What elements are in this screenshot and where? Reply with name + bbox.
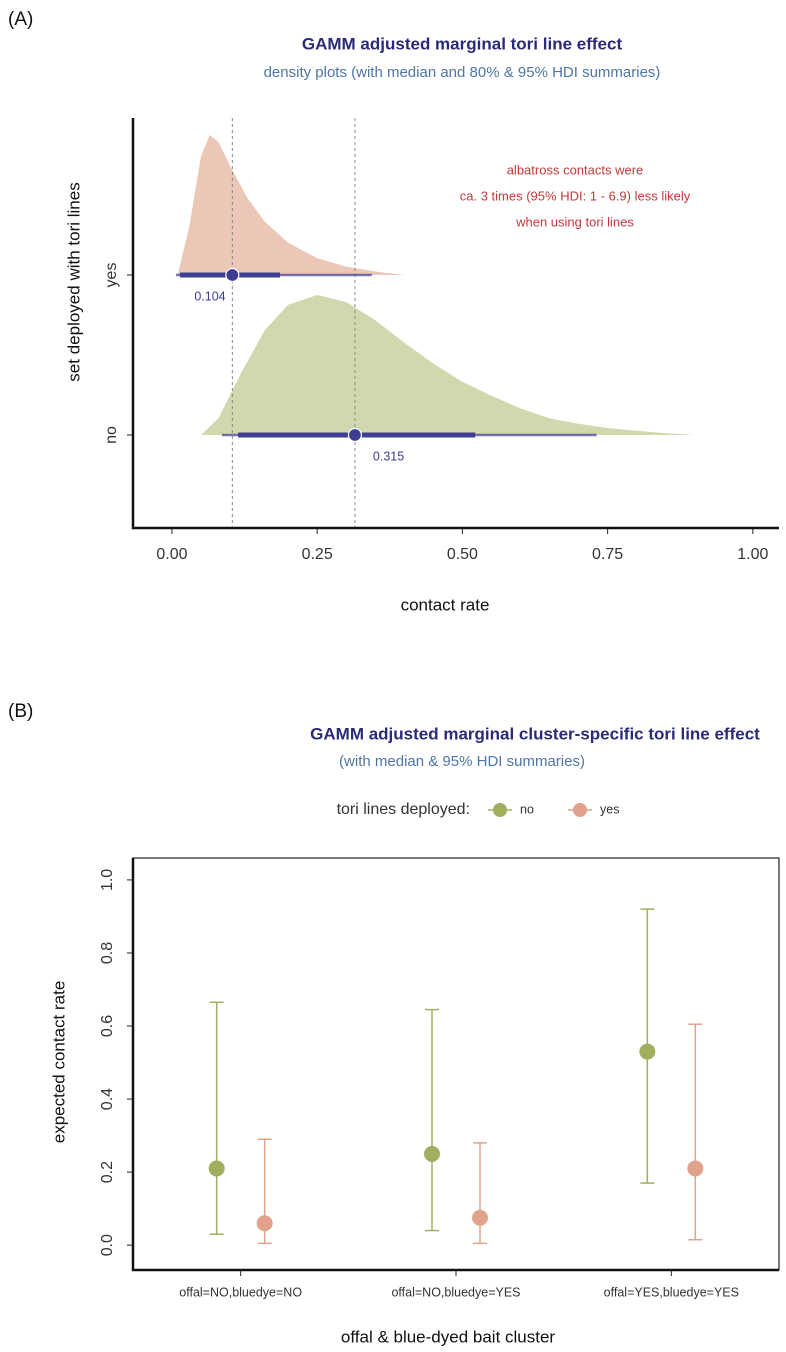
y-tick-label: 0.0	[99, 1234, 116, 1256]
y-tick-label: 0.8	[99, 942, 116, 964]
axis-spines	[131, 118, 779, 530]
legend-marker	[573, 803, 587, 817]
x-tick-label: 0.50	[447, 546, 478, 563]
y-tick-label: no	[103, 426, 120, 444]
legend-marker	[493, 803, 507, 817]
y-tick-label: 0.4	[99, 1088, 116, 1110]
annotation: when using tori lines	[515, 214, 634, 229]
y-axis-title: set deployed with tori lines	[64, 182, 83, 381]
median-label: 0.315	[373, 449, 404, 463]
point	[208, 1160, 225, 1177]
legend-label: no	[520, 802, 534, 816]
median-point	[347, 427, 363, 443]
y-tick-label: 1.0	[99, 869, 116, 891]
x-tick-label: offal=YES,bluedye=YES	[604, 1285, 739, 1299]
panel-label: (B)	[8, 701, 33, 722]
chart-subtitle: (with median & 95% HDI summaries)	[339, 753, 585, 770]
chart-title: GAMM adjusted marginal tori line effect	[302, 34, 623, 53]
x-tick-label: offal=NO,bluedye=NO	[179, 1285, 302, 1299]
point	[472, 1209, 488, 1226]
x-tick-label: offal=NO,bluedye=YES	[391, 1285, 520, 1299]
x-axis-title: contact rate	[401, 595, 490, 614]
y-tick-label: 0.6	[99, 1015, 116, 1037]
x-tick-label: 1.00	[737, 546, 768, 563]
x-tick-label: 0.00	[156, 546, 187, 563]
x-tick-label: 0.75	[592, 546, 623, 563]
plot-frame	[132, 857, 780, 1271]
legend-label: yes	[600, 802, 619, 816]
chart-subtitle: density plots (with median and 80% & 95%…	[264, 64, 661, 81]
point	[687, 1160, 704, 1177]
annotation: ca. 3 times (95% HDI: 1 - 6.9) less like…	[460, 188, 691, 203]
legend-title: tori lines deployed:	[337, 801, 470, 818]
point	[256, 1215, 273, 1232]
x-tick-label: 0.25	[302, 546, 333, 563]
median-label: 0.104	[194, 289, 225, 303]
axis-spines	[131, 858, 779, 1272]
annotation: albatross contacts were	[507, 162, 644, 177]
median-point	[225, 267, 240, 283]
y-tick-label: 0.2	[99, 1161, 116, 1183]
x-axis-title: offal & blue-dyed bait cluster	[341, 1327, 556, 1346]
panel-label: (A)	[8, 9, 33, 30]
y-axis-title: expected contact rate	[49, 981, 68, 1144]
chart-title: GAMM adjusted marginal cluster-specific …	[310, 724, 760, 743]
density-area	[177, 135, 405, 275]
point	[424, 1145, 440, 1162]
density-area	[201, 295, 695, 435]
point	[639, 1043, 656, 1060]
y-tick-label: yes	[103, 263, 120, 288]
